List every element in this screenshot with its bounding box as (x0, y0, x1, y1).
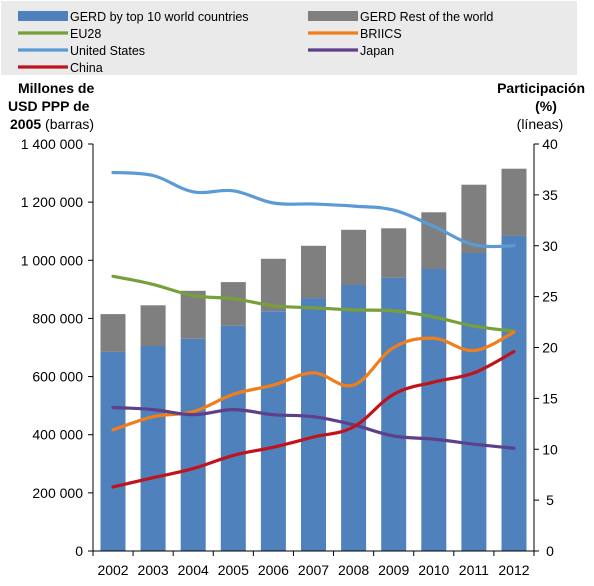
legend-label-gerd-rest-of-the-world: GERD Rest of the world (360, 10, 493, 24)
right-axis-tick-label: 20 (542, 340, 558, 356)
left-axis-tick-label: 800 000 (32, 310, 83, 326)
bar-rest-2012 (501, 168, 527, 236)
x-axis-tick-label: 2007 (298, 562, 329, 578)
x-axis-tick-label: 2012 (498, 562, 529, 578)
x-axis-tick-label: 2005 (218, 562, 249, 578)
line-china (111, 350, 516, 489)
left-axis-tick-label: 1 200 000 (21, 194, 83, 210)
legend-label-gerd-by-top-10-world-countries: GERD by top 10 world countries (70, 10, 249, 24)
bar-rest-2002 (100, 314, 126, 352)
bar-rest-2003 (140, 305, 166, 346)
bar-rest-2009 (381, 228, 407, 278)
right-axis-tick-label: 0 (546, 543, 554, 559)
legend-label-japan: Japan (360, 44, 394, 58)
bar-top10-2010 (421, 269, 447, 551)
x-axis-tick-label: 2002 (97, 562, 128, 578)
legend-label-eu28: EU28 (70, 27, 101, 41)
legend-swatch-gerd-by-top-10-world-countries (18, 11, 68, 21)
left-axis-title-line-3: 2005 (barras) (10, 116, 94, 132)
x-axis-tick-label: 2008 (338, 562, 369, 578)
right-axis-tick-label: 5 (546, 492, 554, 508)
right-axis-tick-label: 15 (542, 390, 558, 406)
bar-top10-2011 (461, 253, 487, 551)
x-axis-tick-label: 2004 (178, 562, 209, 578)
bar-top10-2004 (180, 338, 206, 551)
left-axis-tick-label: 0 (75, 543, 83, 559)
left-axis-tick-label: 400 000 (32, 427, 83, 443)
bar-top10-2012 (501, 235, 527, 551)
left-axis-title-line-2: USD PPP de (8, 98, 90, 114)
bar-top10-2006 (260, 311, 286, 551)
bar-rest-2007 (301, 245, 326, 299)
line-eu28 (111, 274, 516, 333)
plot-area: 0 200 000 400 000 600 000 800 000 1 000 000 1 … (21, 136, 558, 578)
legend-background (1, 1, 577, 75)
bar-top10-2008 (341, 285, 367, 551)
bar-rest-2008 (341, 229, 367, 285)
bar-top10-2003 (140, 346, 166, 551)
bar-top10-2009 (381, 277, 407, 551)
right-axis-title-line-1: Participación (497, 80, 585, 96)
legend-label-united-states: United States (70, 44, 145, 58)
legend-label-china: China (70, 61, 103, 75)
line-japan (111, 405, 516, 450)
left-axis-tick-label: 1 000 000 (21, 252, 83, 268)
right-axis-tick-label: 25 (542, 289, 558, 305)
right-axis-tick-label: 35 (542, 187, 558, 203)
x-axis-tick-label: 2011 (459, 562, 489, 578)
right-axis-tick-label: 40 (542, 136, 558, 152)
right-axis-title-line-3: (líneas) (517, 116, 564, 132)
left-axis-title-suffix: (barras) (45, 116, 94, 132)
bar-rest-2005 (220, 282, 246, 326)
bar-rest-2006 (260, 258, 286, 312)
left-axis-tick-label: 1 400 000 (21, 136, 83, 152)
line-united-states (111, 170, 516, 249)
bar-top10-2002 (100, 351, 126, 551)
right-axis-tick-label: 10 (542, 441, 558, 457)
legend: GERD by top 10 world countries GERD Rest … (18, 10, 493, 75)
left-axis-title-line-1: Millones de (18, 80, 94, 96)
right-axis-tick-label: 30 (542, 238, 558, 254)
bar-top10-2005 (220, 325, 246, 551)
bar-rest-2004 (180, 290, 206, 339)
legend-swatch-gerd-rest-of-the-world (308, 11, 358, 21)
left-axis-title-year: 2005 (10, 116, 41, 132)
x-axis-tick-label: 2009 (378, 562, 409, 578)
x-axis-tick-label: 2003 (138, 562, 169, 578)
left-axis-tick-label: 200 000 (32, 485, 83, 501)
x-axis-tick-label: 2010 (418, 562, 449, 578)
legend-label-briics: BRIICS (360, 27, 402, 41)
bar-top10-2007 (301, 298, 326, 551)
x-axis-tick-label: 2006 (258, 562, 289, 578)
left-axis-tick-label: 600 000 (32, 369, 83, 385)
right-axis-title-line-2: (%) (535, 98, 557, 114)
